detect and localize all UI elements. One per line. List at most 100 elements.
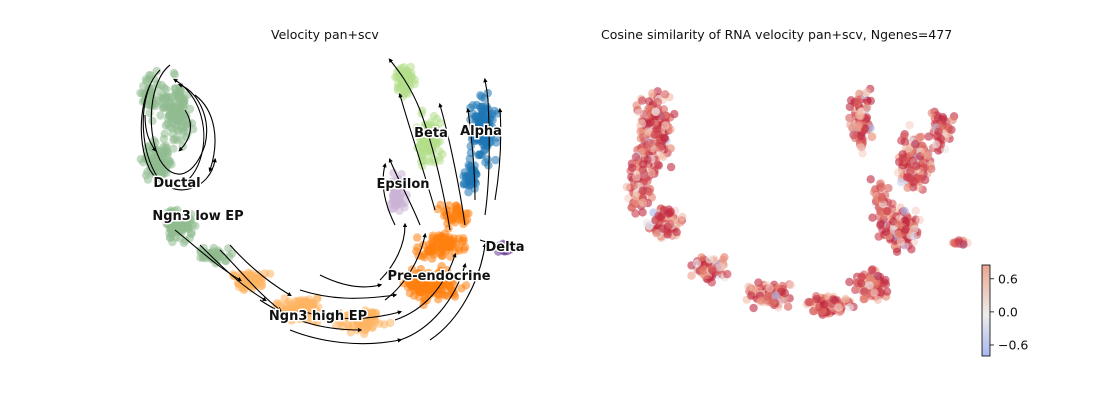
cell-point xyxy=(479,106,488,115)
streamline xyxy=(494,107,503,201)
cell-point xyxy=(900,206,909,216)
cell-point xyxy=(385,183,395,192)
cell-point xyxy=(944,123,953,132)
cell-point xyxy=(281,308,290,317)
cell-point xyxy=(413,233,422,242)
cell-point xyxy=(744,282,753,291)
cell-point xyxy=(437,245,447,254)
cell-point xyxy=(645,138,654,148)
cell-point xyxy=(639,160,648,169)
cell-point xyxy=(637,119,647,128)
cell-point xyxy=(877,192,886,202)
cell-point xyxy=(651,107,661,117)
cell-point xyxy=(780,288,789,298)
cell-point xyxy=(166,206,176,215)
cell-point xyxy=(169,144,178,153)
cell-point xyxy=(471,124,481,134)
streamline xyxy=(299,289,398,299)
cell-point xyxy=(723,269,732,279)
streamline xyxy=(382,162,396,226)
cell-point xyxy=(423,283,432,293)
cell-point xyxy=(444,276,453,285)
cell-point xyxy=(868,132,877,141)
cell-point xyxy=(881,227,891,237)
cell-point xyxy=(375,319,384,328)
streamline xyxy=(229,244,292,297)
cell-point xyxy=(678,212,687,222)
cell-point xyxy=(390,200,400,210)
cell-point xyxy=(152,66,161,76)
cell-point xyxy=(391,72,400,82)
cell-point xyxy=(652,125,662,134)
cell-point xyxy=(658,152,668,162)
cell-point xyxy=(699,266,708,276)
cell-point xyxy=(866,175,875,184)
cell-point xyxy=(436,266,445,275)
cell-point xyxy=(911,206,920,215)
cell-point xyxy=(881,275,890,285)
cell-point xyxy=(876,219,886,228)
cell-point xyxy=(786,280,796,290)
cell-point xyxy=(474,150,483,160)
cell-point xyxy=(460,243,470,252)
streamline xyxy=(466,107,476,201)
colorbar-tick-label: 0.6 xyxy=(998,271,1018,286)
cell-point xyxy=(449,287,458,296)
streamline xyxy=(194,94,216,173)
cell-point xyxy=(705,255,714,264)
cell-point xyxy=(927,164,936,174)
cell-point xyxy=(447,243,456,252)
cell-point xyxy=(178,213,187,222)
streamline xyxy=(429,242,487,341)
cell-point xyxy=(634,108,643,117)
cell-point xyxy=(639,171,649,180)
cell-point xyxy=(632,101,641,110)
cell-point xyxy=(275,300,284,309)
cluster-label: Alpha xyxy=(460,124,502,139)
cell-point xyxy=(400,198,409,207)
panel1-title: Velocity pan+scv xyxy=(271,27,379,42)
cell-point xyxy=(149,153,158,162)
cell-point xyxy=(161,165,170,174)
cell-point xyxy=(894,219,903,228)
cell-point xyxy=(413,284,422,293)
cell-point xyxy=(708,264,717,273)
cell-point xyxy=(920,163,929,172)
cell-point xyxy=(470,136,479,146)
cell-point xyxy=(959,240,968,249)
cell-point xyxy=(896,237,905,247)
streamline xyxy=(398,92,436,211)
cell-point xyxy=(389,168,398,178)
cell-point xyxy=(652,229,661,238)
cell-point xyxy=(432,129,441,139)
cell-point xyxy=(882,287,892,296)
cluster-label: Ngn3 low EP xyxy=(152,209,243,224)
cell-point xyxy=(845,277,854,287)
cell-point xyxy=(647,168,656,178)
cell-point xyxy=(435,272,444,282)
cell-point xyxy=(336,318,345,327)
streamline xyxy=(289,329,403,345)
cell-point xyxy=(915,215,924,225)
cell-point xyxy=(645,222,654,231)
cell-point xyxy=(628,202,637,211)
cell-point xyxy=(868,213,877,222)
cell-point xyxy=(464,173,474,182)
cell-point xyxy=(420,253,429,262)
cell-point xyxy=(483,155,492,164)
cell-point xyxy=(666,162,676,172)
cell-point xyxy=(175,88,184,97)
streamline xyxy=(259,299,363,333)
cell-point xyxy=(666,219,675,229)
cell-point xyxy=(155,93,164,102)
cell-point xyxy=(911,140,920,149)
cluster-label: Delta xyxy=(485,240,524,255)
cell-point xyxy=(165,122,174,132)
cell-point xyxy=(646,118,655,127)
cell-point xyxy=(459,180,468,189)
cell-point xyxy=(156,111,165,120)
cell-point xyxy=(418,135,427,144)
cell-point xyxy=(934,127,943,136)
cell-point xyxy=(191,221,200,231)
cell-point xyxy=(464,209,473,218)
